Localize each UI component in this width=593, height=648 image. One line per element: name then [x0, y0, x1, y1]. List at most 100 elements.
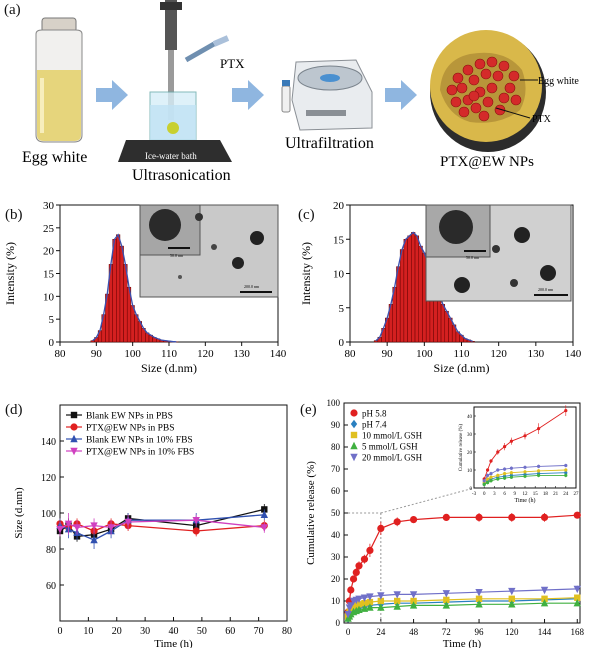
inset-data-point	[503, 472, 507, 476]
inset-x-tick-label: 27	[574, 492, 580, 497]
inset-data-point	[564, 471, 568, 475]
np-ptx-label: PTX	[532, 114, 552, 125]
inset-x-tick-label: 24	[563, 492, 569, 497]
x-axis-label: Size (d.nm)	[141, 361, 197, 375]
centrifuge-icon	[281, 59, 373, 131]
inset-data-point	[564, 463, 568, 468]
inset-x-tick-label: 0	[483, 492, 486, 497]
inset-x-tick-label: 12	[523, 492, 529, 497]
data-point	[409, 516, 418, 524]
panel-d-label: (d)	[5, 402, 23, 418]
histogram-bar	[112, 239, 117, 343]
arrow-2-icon	[232, 80, 264, 110]
data-point	[349, 575, 358, 583]
x-tick-label: 140	[565, 348, 582, 360]
tem-inset-b	[139, 204, 279, 298]
data-point	[90, 522, 98, 530]
x-tick-label: 40	[169, 626, 179, 637]
chart-b: 80 90 100 110 120 130 140 0 5 10 15 20 25 30 Size (d.n…	[3, 200, 287, 375]
legend-label: Blank EW NPs in PBS	[86, 412, 173, 422]
inset-data-point	[486, 477, 490, 481]
inset-x-tick-label: 9	[514, 492, 517, 497]
data-point	[355, 595, 363, 603]
series-line	[347, 514, 578, 613]
series-0: pH 5.8	[344, 409, 581, 616]
data-point	[260, 524, 268, 532]
data-point	[377, 597, 385, 605]
x-tick-label: 130	[528, 348, 545, 360]
data-point	[366, 603, 374, 611]
data-point	[360, 604, 369, 612]
inset-data-point	[537, 469, 541, 473]
fit-curve	[92, 233, 177, 343]
x-tick-label: 90	[382, 348, 394, 360]
chart-e: 0 24 48 72 96 120 144 1680102030405060708090100…	[305, 398, 585, 648]
data-point	[442, 601, 451, 609]
inset-y-tick-label: 40	[467, 415, 473, 420]
x-tick-label: 120	[197, 348, 214, 360]
x-tick-label: 100	[124, 348, 141, 360]
data-point	[573, 585, 581, 594]
fit-curve	[375, 231, 473, 342]
data-point	[508, 600, 516, 608]
x-tick-label: 50	[197, 626, 207, 637]
inset-data-point	[489, 479, 493, 483]
data-point	[344, 611, 352, 619]
y-tick-label: 30	[331, 552, 341, 562]
data-point	[508, 587, 516, 596]
inset-y-axis-label: Cumulative release (%)	[459, 424, 464, 472]
data-point	[475, 589, 483, 597]
legend-marker	[70, 434, 78, 443]
inset-y-tick-label: 10	[467, 469, 473, 474]
histogram-bar	[90, 340, 95, 343]
histogram-bar	[116, 234, 121, 343]
inset-data-point	[486, 481, 490, 485]
inset-data-point	[482, 482, 486, 486]
inset-data-point	[537, 427, 541, 431]
inset-data-point	[509, 475, 513, 479]
plot-area: 80 90 100 110 120 130 140 0 5 10 15 20 Size (d.nm) In…	[299, 200, 582, 375]
data-point	[377, 592, 385, 600]
data-point	[540, 513, 549, 521]
x-tick-label: 70	[254, 626, 264, 637]
x-tick-label: 80	[282, 626, 292, 637]
inset-data-point	[509, 466, 513, 470]
legend-label: 20 mmol/L GSH	[362, 453, 423, 463]
x-axis-label: Time (h)	[443, 638, 482, 648]
inset-data-point	[503, 467, 507, 471]
zoom-guide	[380, 487, 475, 514]
inset-y-tick-label: 30	[467, 433, 473, 438]
inset-data-point	[564, 468, 568, 472]
y-tick-label: 20	[333, 200, 345, 212]
ultrasonicator-icon	[118, 0, 232, 162]
y-axis-label: Size (d.nm)	[13, 487, 25, 539]
inset-data-point	[537, 464, 541, 468]
y-tick-label: 0	[49, 337, 55, 349]
inset-x-tick-label: -3	[472, 492, 477, 497]
y-tick-label: 10	[331, 596, 341, 606]
inset-data-point	[489, 475, 493, 479]
data-point	[508, 595, 515, 602]
x-tick-label: 90	[91, 348, 103, 360]
y-tick-label: 100	[41, 509, 56, 520]
data-point	[475, 595, 483, 602]
inset-data-point	[523, 470, 527, 474]
x-tick-label: 60	[225, 626, 235, 637]
tem-inset-c	[425, 204, 572, 302]
legend-label: 10 mmol/L GSH	[362, 431, 423, 441]
y-tick-label: 50	[331, 508, 341, 518]
data-point	[409, 601, 418, 609]
ultrafiltration-label: Ultrafiltration	[285, 135, 374, 152]
y-tick-label: 100	[327, 398, 341, 408]
legend-marker	[70, 447, 78, 456]
panel-b-label: (b)	[5, 207, 23, 223]
data-point	[64, 520, 73, 528]
x-axis-label: Time (h)	[154, 638, 193, 648]
legend-marker	[350, 441, 358, 450]
inset-x-tick-label: 6	[503, 492, 506, 497]
data-point	[574, 594, 581, 601]
ptx-label: PTX	[220, 56, 245, 71]
x-tick-label: 48	[409, 627, 419, 637]
legend-marker	[70, 411, 78, 419]
data-point	[347, 586, 355, 594]
